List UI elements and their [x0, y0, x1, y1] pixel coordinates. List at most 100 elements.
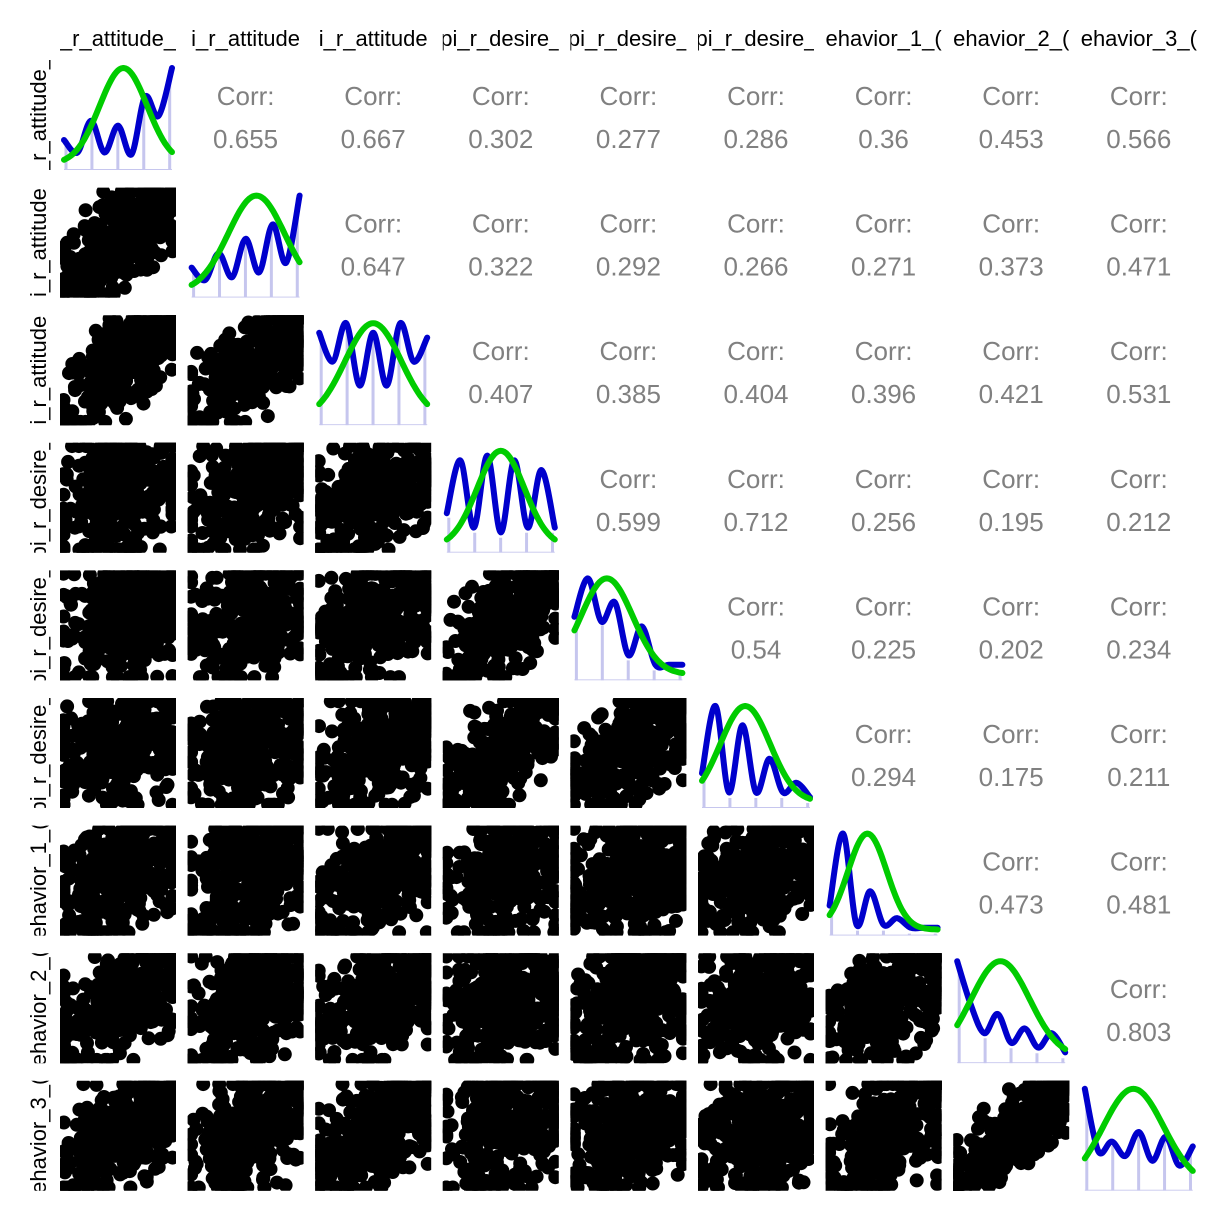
- corr-panel: Corr:0.396: [851, 336, 916, 409]
- scatter-point: [219, 670, 234, 681]
- scatter-point: [140, 384, 154, 399]
- corr-panel: Corr:0.385: [596, 336, 661, 409]
- scatter-point: [494, 632, 509, 647]
- scatter-panel: [60, 187, 176, 298]
- scatter-point: [402, 483, 417, 498]
- scatter-point: [548, 570, 559, 581]
- scatter-point: [261, 590, 276, 605]
- scatter-point: [231, 780, 245, 795]
- scatter-point: [165, 221, 176, 236]
- scatter-point: [248, 331, 263, 346]
- corr-label: Corr:: [217, 81, 275, 111]
- scatter-point: [385, 574, 400, 589]
- row-strip: i_r_attitude: [26, 316, 51, 425]
- scatter-point: [195, 797, 209, 808]
- scatter-point: [472, 723, 486, 738]
- scatter-point: [246, 590, 260, 605]
- scatter-point: [505, 594, 520, 609]
- scatter-point: [259, 648, 273, 663]
- scatter-point: [446, 753, 461, 768]
- scatter-point: [164, 362, 176, 377]
- scatter-point: [134, 443, 149, 458]
- scatter-point: [361, 570, 376, 581]
- corr-label: Corr:: [1110, 719, 1168, 749]
- corr-label: Corr:: [982, 591, 1040, 621]
- scatter-point: [105, 670, 120, 681]
- row-strip: ehavior_2_(: [26, 953, 51, 1063]
- scatter-point: [74, 516, 89, 531]
- scatter-point: [160, 462, 175, 477]
- scatter-point: [90, 392, 104, 407]
- scatter-point: [240, 348, 255, 363]
- scatter-point: [231, 384, 245, 399]
- scatter-point: [134, 617, 149, 632]
- scatter-point: [194, 414, 209, 426]
- scatter-point: [529, 706, 544, 721]
- scatter-point: [108, 213, 122, 228]
- scatter-point: [138, 642, 153, 657]
- row-strip: ehavior_1_(: [26, 826, 51, 936]
- scatter-point: [200, 699, 214, 714]
- scatter-point: [362, 662, 377, 677]
- scatter-point: [117, 743, 132, 758]
- column-strip: i_r_attitude: [191, 26, 300, 51]
- scatter-point: [334, 523, 349, 537]
- corr-value: 0.373: [979, 252, 1044, 282]
- scatter-point: [60, 656, 71, 671]
- scatter-point: [88, 323, 103, 338]
- scatter-point: [278, 362, 293, 377]
- scatter-point: [236, 648, 251, 663]
- scatter-point: [269, 442, 284, 454]
- scatter-point: [217, 460, 232, 475]
- scatter-point: [315, 468, 326, 483]
- scatter-point: [533, 622, 548, 637]
- scatter-point: [104, 633, 119, 648]
- scatter-point: [105, 613, 120, 628]
- scatter-point: [100, 506, 115, 520]
- scatter-point: [315, 454, 326, 469]
- corr-panel: Corr:0.36: [855, 81, 913, 154]
- scatter-point: [485, 604, 500, 619]
- corr-panel: Corr:0.266: [723, 209, 788, 282]
- scatter-point: [229, 521, 244, 536]
- scatter-point: [134, 670, 149, 681]
- scatter-point: [187, 613, 199, 628]
- scatter-point: [508, 745, 523, 760]
- corr-panel: Corr:0.202: [979, 591, 1044, 664]
- scatter-point: [127, 650, 142, 664]
- corr-value: 0.404: [723, 379, 788, 409]
- scatter-point: [156, 698, 170, 713]
- scatter-point: [247, 670, 262, 681]
- scatter-point: [543, 698, 558, 709]
- scatter-point: [165, 595, 176, 610]
- scatter-point: [119, 765, 134, 779]
- scatter-point: [218, 750, 233, 764]
- row-strip: pi_r_desire_: [26, 570, 51, 680]
- scatter-point: [60, 609, 71, 624]
- scatter-point: [400, 469, 415, 484]
- scatter-point: [234, 621, 248, 636]
- scatter-point: [472, 607, 487, 622]
- corr-panel: Corr:0.294: [851, 719, 916, 792]
- scatter-point: [71, 617, 86, 632]
- scatter-point: [260, 409, 275, 424]
- scatter-point: [115, 793, 130, 808]
- corr-label: Corr:: [600, 336, 658, 366]
- scatter-point: [268, 477, 283, 492]
- corr-value: 0.322: [468, 252, 533, 282]
- scatter-point: [526, 570, 541, 585]
- scatter-point: [116, 580, 130, 595]
- scatter-point: [245, 489, 260, 504]
- scatter-point: [250, 632, 265, 647]
- scatter-point: [265, 465, 280, 479]
- scatter-point: [420, 608, 432, 623]
- scatter-point: [165, 570, 176, 581]
- scatter-point: [353, 698, 368, 709]
- scatter-point: [208, 586, 223, 601]
- scatter-point: [88, 276, 103, 291]
- corr-label: Corr:: [1110, 81, 1168, 111]
- scatter-point: [125, 196, 140, 211]
- scatter-point: [385, 797, 399, 808]
- scatter-point: [78, 538, 93, 553]
- scatter-point: [264, 712, 279, 727]
